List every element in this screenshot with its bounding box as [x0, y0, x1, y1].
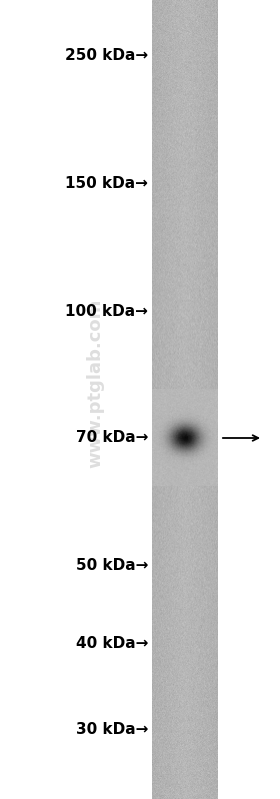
- Text: 40 kDa→: 40 kDa→: [76, 635, 148, 650]
- Text: 100 kDa→: 100 kDa→: [65, 304, 148, 319]
- Text: www.ptglab.com: www.ptglab.com: [86, 299, 104, 468]
- Text: 70 kDa→: 70 kDa→: [76, 431, 148, 446]
- Text: 250 kDa→: 250 kDa→: [65, 47, 148, 62]
- Text: 30 kDa→: 30 kDa→: [76, 722, 148, 737]
- Text: 150 kDa→: 150 kDa→: [65, 176, 148, 190]
- Text: 50 kDa→: 50 kDa→: [76, 559, 148, 574]
